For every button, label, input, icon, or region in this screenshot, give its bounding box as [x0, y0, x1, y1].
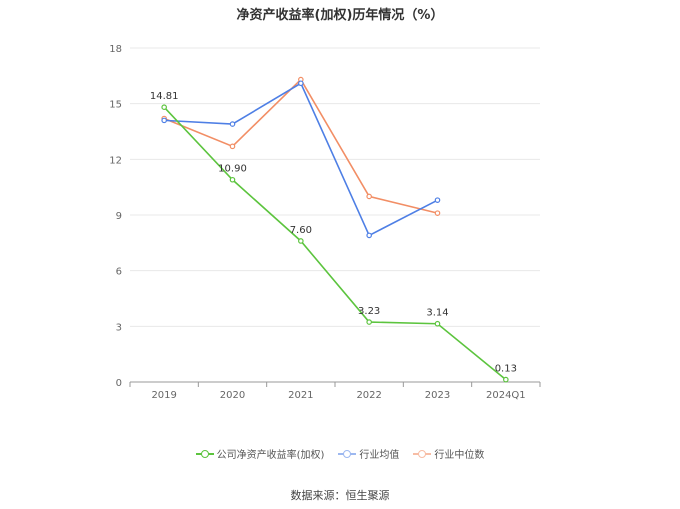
- series-line-0: [163, 106, 507, 381]
- data-source: 数据来源：恒生聚源: [290, 489, 390, 502]
- data-point: [298, 80, 304, 87]
- x-tick-label: 2022: [356, 390, 381, 401]
- data-label: 7.60: [290, 225, 312, 236]
- legend-label-company: 公司净资产收益率(加权): [216, 450, 325, 461]
- x-tick-label: 2021: [288, 390, 313, 401]
- legend-label-industry-mean: 行业均值: [359, 450, 400, 461]
- data-point: [161, 104, 167, 110]
- data-point: [229, 176, 236, 183]
- x-tick-label: 2020: [220, 390, 245, 401]
- axis-layer: 0 3 6 9 12 15 18 2019 2020 2021 2022 2023 2024Q1: [109, 44, 541, 401]
- x-tick-label: 2024Q1: [486, 390, 526, 401]
- label-layer: 14.81 10.90 7.60 3.23 3.14 0.13: [150, 91, 517, 374]
- data-label: 3.14: [426, 308, 448, 319]
- y-tick-label: 3: [116, 322, 122, 333]
- series-line-2: [163, 78, 438, 214]
- y-tick-label: 12: [109, 155, 122, 166]
- legend-item-industry-median[interactable]: 行业中位数: [413, 446, 484, 461]
- y-tick-label: 15: [109, 100, 122, 111]
- y-tick-label: 6: [116, 267, 122, 278]
- data-point: [503, 376, 509, 383]
- data-label: 3.23: [358, 306, 380, 317]
- y-tick-label: 9: [116, 211, 122, 222]
- legend-item-industry-mean[interactable]: 行业均值: [338, 446, 399, 461]
- grid-layer: [130, 47, 540, 327]
- chart-title: 净资产收益率(加权)历年情况（%）: [236, 8, 444, 23]
- data-point: [229, 121, 236, 127]
- series-layer: [161, 76, 509, 383]
- x-tick-label: 2019: [151, 390, 176, 401]
- data-label: 10.90: [218, 164, 247, 175]
- legend-marker-industry-median: [413, 449, 432, 459]
- data-point: [161, 117, 167, 124]
- data-point: [229, 143, 236, 150]
- legend: 公司净资产收益率(加权) 行业均值 行业中位数: [0, 446, 680, 461]
- legend-label-industry-median: 行业中位数: [434, 450, 485, 461]
- legend-marker-industry-mean: [338, 449, 357, 459]
- y-tick-label: 0: [116, 378, 122, 389]
- data-point: [434, 210, 441, 216]
- data-point: [434, 320, 441, 327]
- data-point: [434, 197, 441, 203]
- data-point: [366, 193, 372, 200]
- legend-marker-company: [195, 449, 214, 459]
- y-tick-label: 18: [109, 44, 122, 55]
- data-point: [366, 319, 372, 325]
- x-tick-label: 2023: [425, 390, 450, 401]
- data-label: 14.81: [150, 91, 179, 102]
- line-chart: 0 3 6 9 12 15 18 2019 2020 2021 2022 2023 2024Q1 14.…: [109, 44, 541, 401]
- data-point: [366, 232, 372, 239]
- data-label: 0.13: [495, 364, 517, 375]
- legend-item-company[interactable]: 公司净资产收益率(加权): [195, 446, 325, 461]
- data-point: [298, 238, 304, 244]
